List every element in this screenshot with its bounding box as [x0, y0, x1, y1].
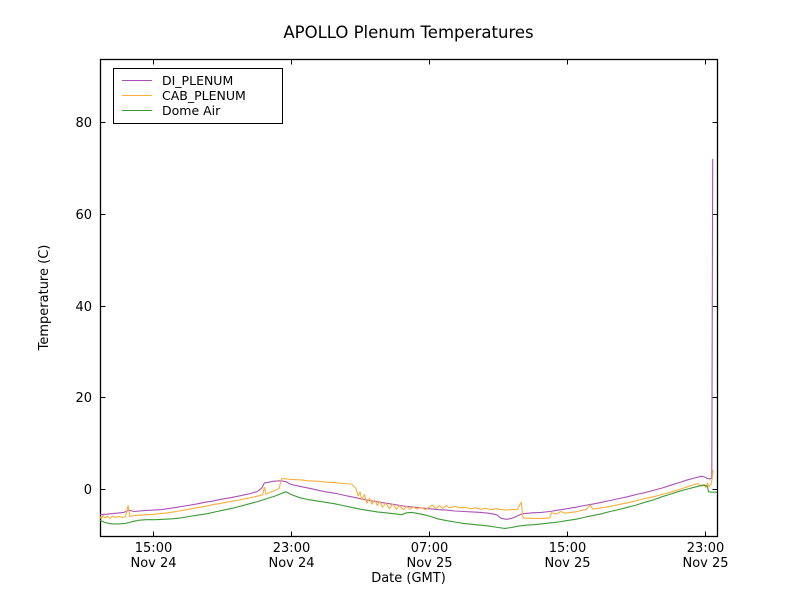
cab-plenum-line-swatch — [122, 95, 152, 96]
y-tick-label: 40 — [75, 300, 92, 315]
series-line-dome-air — [99, 484, 717, 529]
x-tick-label-date: Nov 25 — [682, 556, 728, 571]
x-tick-label-date: Nov 24 — [130, 556, 176, 571]
x-tick-label-time: 23:00 — [273, 541, 310, 556]
plot-frame — [99, 58, 719, 538]
y-tick-label: 60 — [75, 208, 92, 223]
x-tick-label-time: 07:00 — [411, 541, 448, 556]
di-plenum-line-swatch — [122, 80, 152, 81]
dome-air-line-swatch — [122, 110, 152, 111]
legend-item-di-plenum: DI_PLENUM — [114, 73, 282, 88]
chart-title: APOLLO Plenum Temperatures — [283, 23, 534, 42]
x-axis-label: Date (GMT) — [371, 571, 446, 586]
x-tick-label-time: 15:00 — [135, 541, 172, 556]
y-axis-label: Temperature (C) — [37, 244, 52, 351]
legend-label-dome-air: Dome Air — [162, 103, 221, 118]
legend-label-di-plenum: DI_PLENUM — [162, 73, 234, 88]
x-tick-label-date: Nov 24 — [268, 556, 314, 571]
series-line-cab-plenum — [99, 469, 714, 520]
x-tick-label-time: 23:00 — [687, 541, 724, 556]
legend-item-dome-air: Dome Air — [114, 103, 282, 118]
legend-label-cab-plenum: CAB_PLENUM — [162, 88, 246, 103]
series-line-di-plenum — [99, 158, 714, 520]
y-tick-label: 0 — [84, 483, 92, 498]
y-tick-label: 80 — [75, 116, 92, 131]
legend-item-cab-plenum: CAB_PLENUM — [114, 88, 282, 103]
x-tick-label-date: Nov 25 — [406, 556, 452, 571]
y-tick-label: 20 — [75, 391, 92, 406]
x-tick-label-time: 15:00 — [549, 541, 586, 556]
legend: DI_PLENUM CAB_PLENUM Dome Air — [113, 68, 283, 124]
x-tick-label-date: Nov 25 — [544, 556, 590, 571]
